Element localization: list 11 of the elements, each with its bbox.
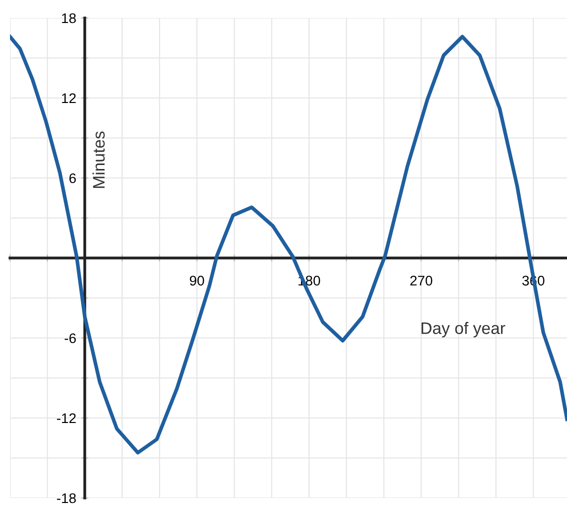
y-tick-label: -12 [56, 413, 76, 424]
y-tick-label: 18 [62, 13, 76, 24]
x-tick-label: 90 [190, 276, 204, 286]
line-series [10, 34, 567, 454]
x-axis-title: Day of year [422, 322, 506, 338]
y-tick-label: 6 [69, 173, 76, 184]
y-tick-label: 12 [62, 93, 76, 104]
y-axis-title: Minutes [92, 132, 105, 188]
y-tick-label: -6 [64, 333, 76, 344]
x-tick-label: 270 [410, 276, 432, 286]
y-tick-label: -18 [56, 493, 76, 504]
